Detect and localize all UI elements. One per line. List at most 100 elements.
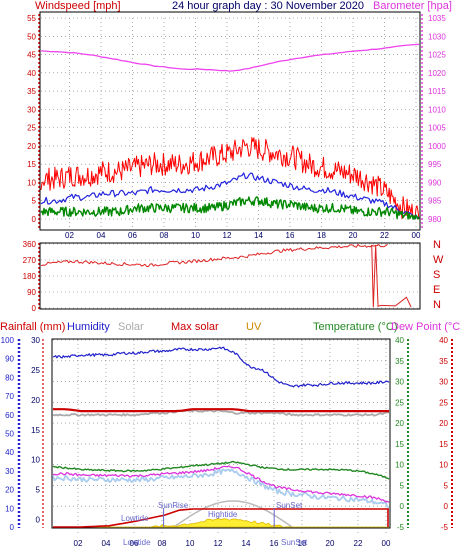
temperature-tick-label: 0: [400, 502, 405, 511]
wind-x-tick-label: 08: [160, 231, 169, 240]
dewpoint-tick-label: 30: [439, 378, 448, 387]
wind-x-tick-label: 02: [65, 231, 74, 240]
temperature-tick-label: 30: [395, 378, 404, 387]
barometer-tick-label: 1035: [428, 14, 446, 23]
temperature-tick-label: 25: [395, 398, 404, 407]
direction-tick-label: 0: [32, 304, 37, 313]
windspeed-tick-label: 5: [32, 197, 37, 206]
humidity-tick-label: 90: [5, 355, 14, 364]
barometer-tick-label: 1030: [428, 32, 446, 41]
compass-label: W: [433, 254, 444, 266]
direction-tick-label: 180: [23, 272, 37, 281]
max-solar-line: [53, 408, 389, 413]
maxsolar-label: Max solar: [171, 321, 219, 333]
humidity-tick-label: 50: [5, 430, 14, 439]
climate-x-tick-label: 06: [130, 539, 139, 548]
humidity-tick-label: 30: [5, 467, 14, 476]
windspeed-tick-label: 10: [27, 178, 36, 187]
dewpoint-tick-label: 35: [439, 357, 448, 366]
solar-label: Solar: [118, 321, 144, 333]
rainfall-line: [53, 508, 389, 528]
compass-label: N: [433, 239, 441, 251]
humidity-tick-label: 70: [5, 392, 14, 401]
barometer-tick-label: 1005: [428, 124, 446, 133]
climate-panel-frame: [51, 338, 391, 529]
barometer-tick-label: 1000: [428, 142, 446, 151]
hightide-label: Hightide: [208, 510, 238, 519]
sunset-label: SunSet: [276, 501, 303, 510]
rain-tick-label: 0: [36, 516, 41, 525]
windspeed-tick-label: 20: [27, 142, 36, 151]
barometer-axis-title: Barometer [hpa]: [373, 0, 452, 12]
climate-x-tick-label: 16: [270, 539, 279, 548]
dewpoint-tick-label: 40: [439, 336, 448, 345]
dewpoint-tick-label: 25: [439, 398, 448, 407]
windspeed-tick-label: 25: [27, 124, 36, 133]
humidity-label: Humidity: [67, 321, 110, 333]
climate-x-tick-label: 04: [102, 539, 111, 548]
windspeed-tick-label: 45: [27, 51, 36, 60]
apparent-temperature-line: [52, 468, 390, 509]
climate-x-tick-label: 18: [298, 539, 307, 548]
barometer-tick-label: 985: [428, 197, 442, 206]
windspeed-tick-label: 15: [27, 160, 36, 169]
climate-x-tick-label: 02: [74, 539, 83, 548]
dewpoint-tick-label: 0: [444, 502, 449, 511]
dewpoint-tick-label: -5: [441, 523, 449, 532]
temperature-tick-label: 20: [395, 419, 404, 428]
grid-lines: [17, 14, 453, 533]
humidity-line: [52, 346, 390, 388]
temperature-tick-label: 5: [400, 481, 405, 490]
dewpoint-tick-label: 10: [439, 461, 448, 470]
temperature-line: [52, 460, 390, 480]
climate-x-tick-label: 10: [186, 539, 195, 548]
climate-x-tick-label: 12: [214, 539, 223, 548]
windspeed-axis-title: Windspeed [mph]: [35, 0, 121, 12]
wind-low-line: [40, 196, 420, 220]
climate-x-tick-label: 14: [242, 539, 251, 548]
direction-panel-frame: [39, 242, 421, 310]
barometer-tick-label: 980: [428, 215, 442, 224]
windspeed-tick-label: 35: [27, 87, 36, 96]
dewpoint-label: Dew Point (°C): [391, 321, 460, 333]
climate-x-tick-label: 00: [382, 539, 391, 548]
rain-tick-label: 10: [31, 456, 40, 465]
dewpoint-tick-label: 20: [439, 419, 448, 428]
climate-x-tick-label: 22: [354, 539, 363, 548]
humidity-tick-label: 20: [5, 486, 14, 495]
barometer-tick-label: 1015: [428, 87, 446, 96]
solar-line: [52, 409, 390, 417]
direction-tick-label: 270: [23, 256, 37, 265]
wind-average-line: [40, 172, 420, 220]
barometer-tick-label: 1020: [428, 69, 446, 78]
windspeed-tick-label: 0: [32, 215, 37, 224]
solar-elevation-arc: [173, 500, 293, 528]
wind-direction-line: [40, 243, 388, 268]
rain-tick-label: 20: [31, 396, 40, 405]
wind-x-tick-label: 12: [223, 231, 232, 240]
wind-x-tick-label: 16: [286, 231, 295, 240]
rain-tick-label: 5: [36, 486, 41, 495]
compass-label: N: [433, 299, 441, 311]
wind-x-tick-label: 04: [97, 231, 106, 240]
wind-x-tick-label: 18: [317, 231, 326, 240]
wind-x-tick-label: 06: [128, 231, 137, 240]
rain-tick-label: 30: [31, 336, 40, 345]
compass-label: E: [433, 284, 440, 296]
wind-x-tick-label: 00: [412, 231, 421, 240]
temperature-label: Temperature (°C): [313, 321, 397, 333]
humidity-tick-label: 100: [1, 336, 15, 345]
wind-x-tick-label: 22: [380, 231, 389, 240]
direction-tick-label: 90: [27, 288, 36, 297]
windspeed-tick-label: 50: [27, 32, 36, 41]
climate-x-tick-label: 08: [158, 539, 167, 548]
uv-label: UV: [246, 321, 262, 333]
uv-area: [53, 518, 389, 528]
wind-x-tick-label: 20: [349, 231, 358, 240]
temperature-tick-label: -5: [397, 523, 405, 532]
direction-tick-label: 360: [23, 240, 37, 249]
lowtide-label: Lowtide: [121, 514, 149, 523]
humidity-tick-label: 80: [5, 373, 14, 382]
